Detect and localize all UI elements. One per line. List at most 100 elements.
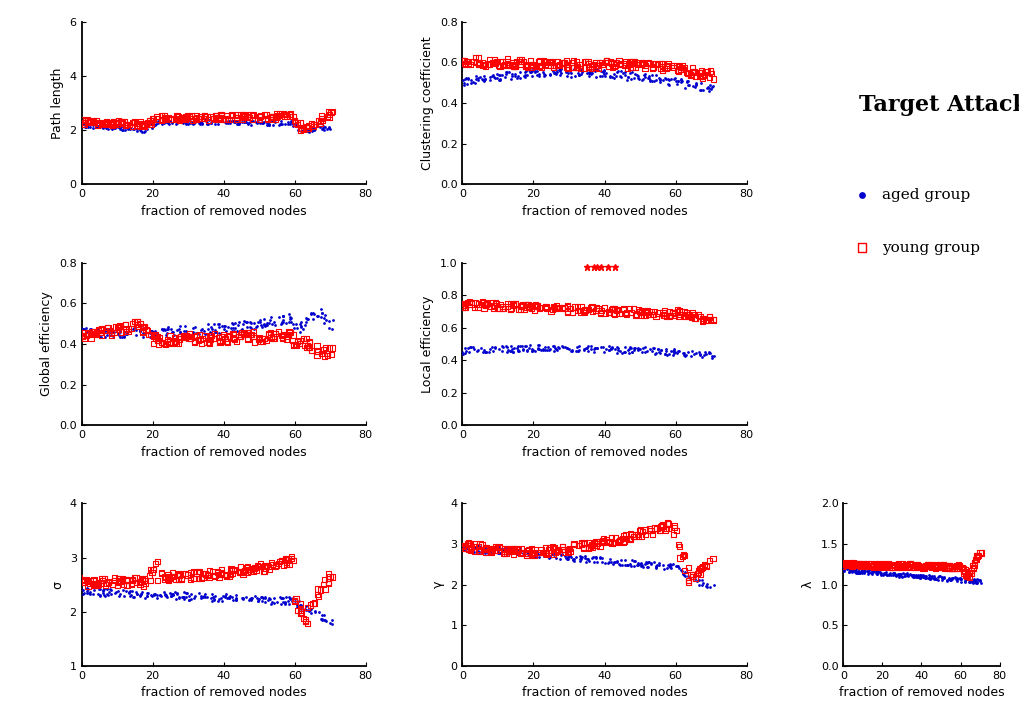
Point [842, 563, 858, 575]
Point [191, 329, 207, 341]
Point [874, 568, 891, 579]
Point [298, 312, 314, 324]
Point [243, 321, 259, 333]
Point [300, 122, 316, 134]
Point [217, 116, 233, 127]
Point [164, 589, 180, 601]
Point [669, 64, 686, 76]
Point [859, 558, 875, 570]
Point [857, 561, 873, 573]
Point [531, 60, 547, 72]
Point [121, 585, 138, 597]
Point [299, 313, 315, 325]
Point [597, 343, 613, 355]
Point [280, 326, 297, 337]
Point [454, 539, 471, 551]
Point [640, 72, 656, 83]
Point [601, 553, 618, 565]
Point [491, 547, 507, 559]
Point [97, 324, 113, 335]
Point [258, 560, 274, 571]
Point [933, 574, 950, 586]
Point [694, 72, 710, 84]
Point [197, 115, 213, 127]
Point [248, 321, 264, 332]
Point [243, 119, 259, 130]
Point [267, 319, 283, 330]
Point [526, 305, 542, 316]
Point [300, 340, 316, 352]
Point [892, 561, 908, 573]
Point [469, 72, 485, 84]
Point [664, 62, 681, 74]
Point [682, 311, 698, 322]
Point [132, 116, 149, 127]
Point [530, 548, 546, 560]
Point [309, 589, 325, 601]
Point [186, 117, 203, 128]
Point [142, 327, 158, 339]
Point [279, 330, 296, 342]
Point [643, 62, 659, 74]
Point [260, 594, 276, 605]
Point [324, 314, 340, 326]
Point [213, 569, 229, 581]
Point [573, 552, 589, 563]
Point [490, 69, 506, 80]
Point [233, 117, 250, 128]
Point [865, 565, 881, 577]
Point [920, 560, 936, 572]
Point [77, 325, 94, 337]
Point [143, 329, 159, 340]
Point [644, 58, 660, 70]
Y-axis label: Global efficiency: Global efficiency [41, 292, 53, 396]
Point [530, 343, 546, 355]
Point [600, 536, 616, 548]
Point [181, 594, 198, 606]
Point [659, 73, 676, 85]
Point [124, 573, 141, 585]
Point [495, 543, 512, 555]
Point [245, 330, 261, 342]
Point [527, 550, 543, 561]
Point [179, 331, 196, 342]
Point [239, 334, 256, 345]
Point [228, 111, 245, 123]
Point [91, 583, 107, 594]
Point [690, 565, 706, 576]
Point [116, 125, 132, 136]
Point [625, 342, 641, 354]
Point [664, 307, 681, 319]
Point [876, 568, 893, 579]
Point [453, 54, 470, 66]
Point [125, 117, 142, 128]
Point [597, 67, 613, 79]
Point [893, 560, 909, 572]
Point [553, 302, 570, 313]
Point [921, 572, 937, 584]
Point [584, 67, 600, 79]
Point [470, 57, 486, 69]
Point [837, 557, 853, 568]
Point [296, 340, 312, 352]
Point [935, 560, 952, 572]
Point [698, 560, 714, 572]
Point [180, 331, 197, 342]
Point [507, 298, 524, 310]
Point [836, 557, 852, 569]
Point [177, 111, 194, 122]
Point [233, 323, 250, 334]
Point [568, 345, 584, 357]
Point [212, 115, 228, 127]
Point [554, 541, 571, 552]
Point [891, 568, 907, 580]
Point [660, 311, 677, 322]
Point [604, 303, 621, 315]
Point [152, 589, 168, 601]
Point [223, 563, 239, 575]
Point [946, 562, 962, 573]
Point [455, 55, 472, 67]
Point [235, 592, 252, 604]
Point [569, 67, 585, 79]
Point [454, 543, 471, 555]
